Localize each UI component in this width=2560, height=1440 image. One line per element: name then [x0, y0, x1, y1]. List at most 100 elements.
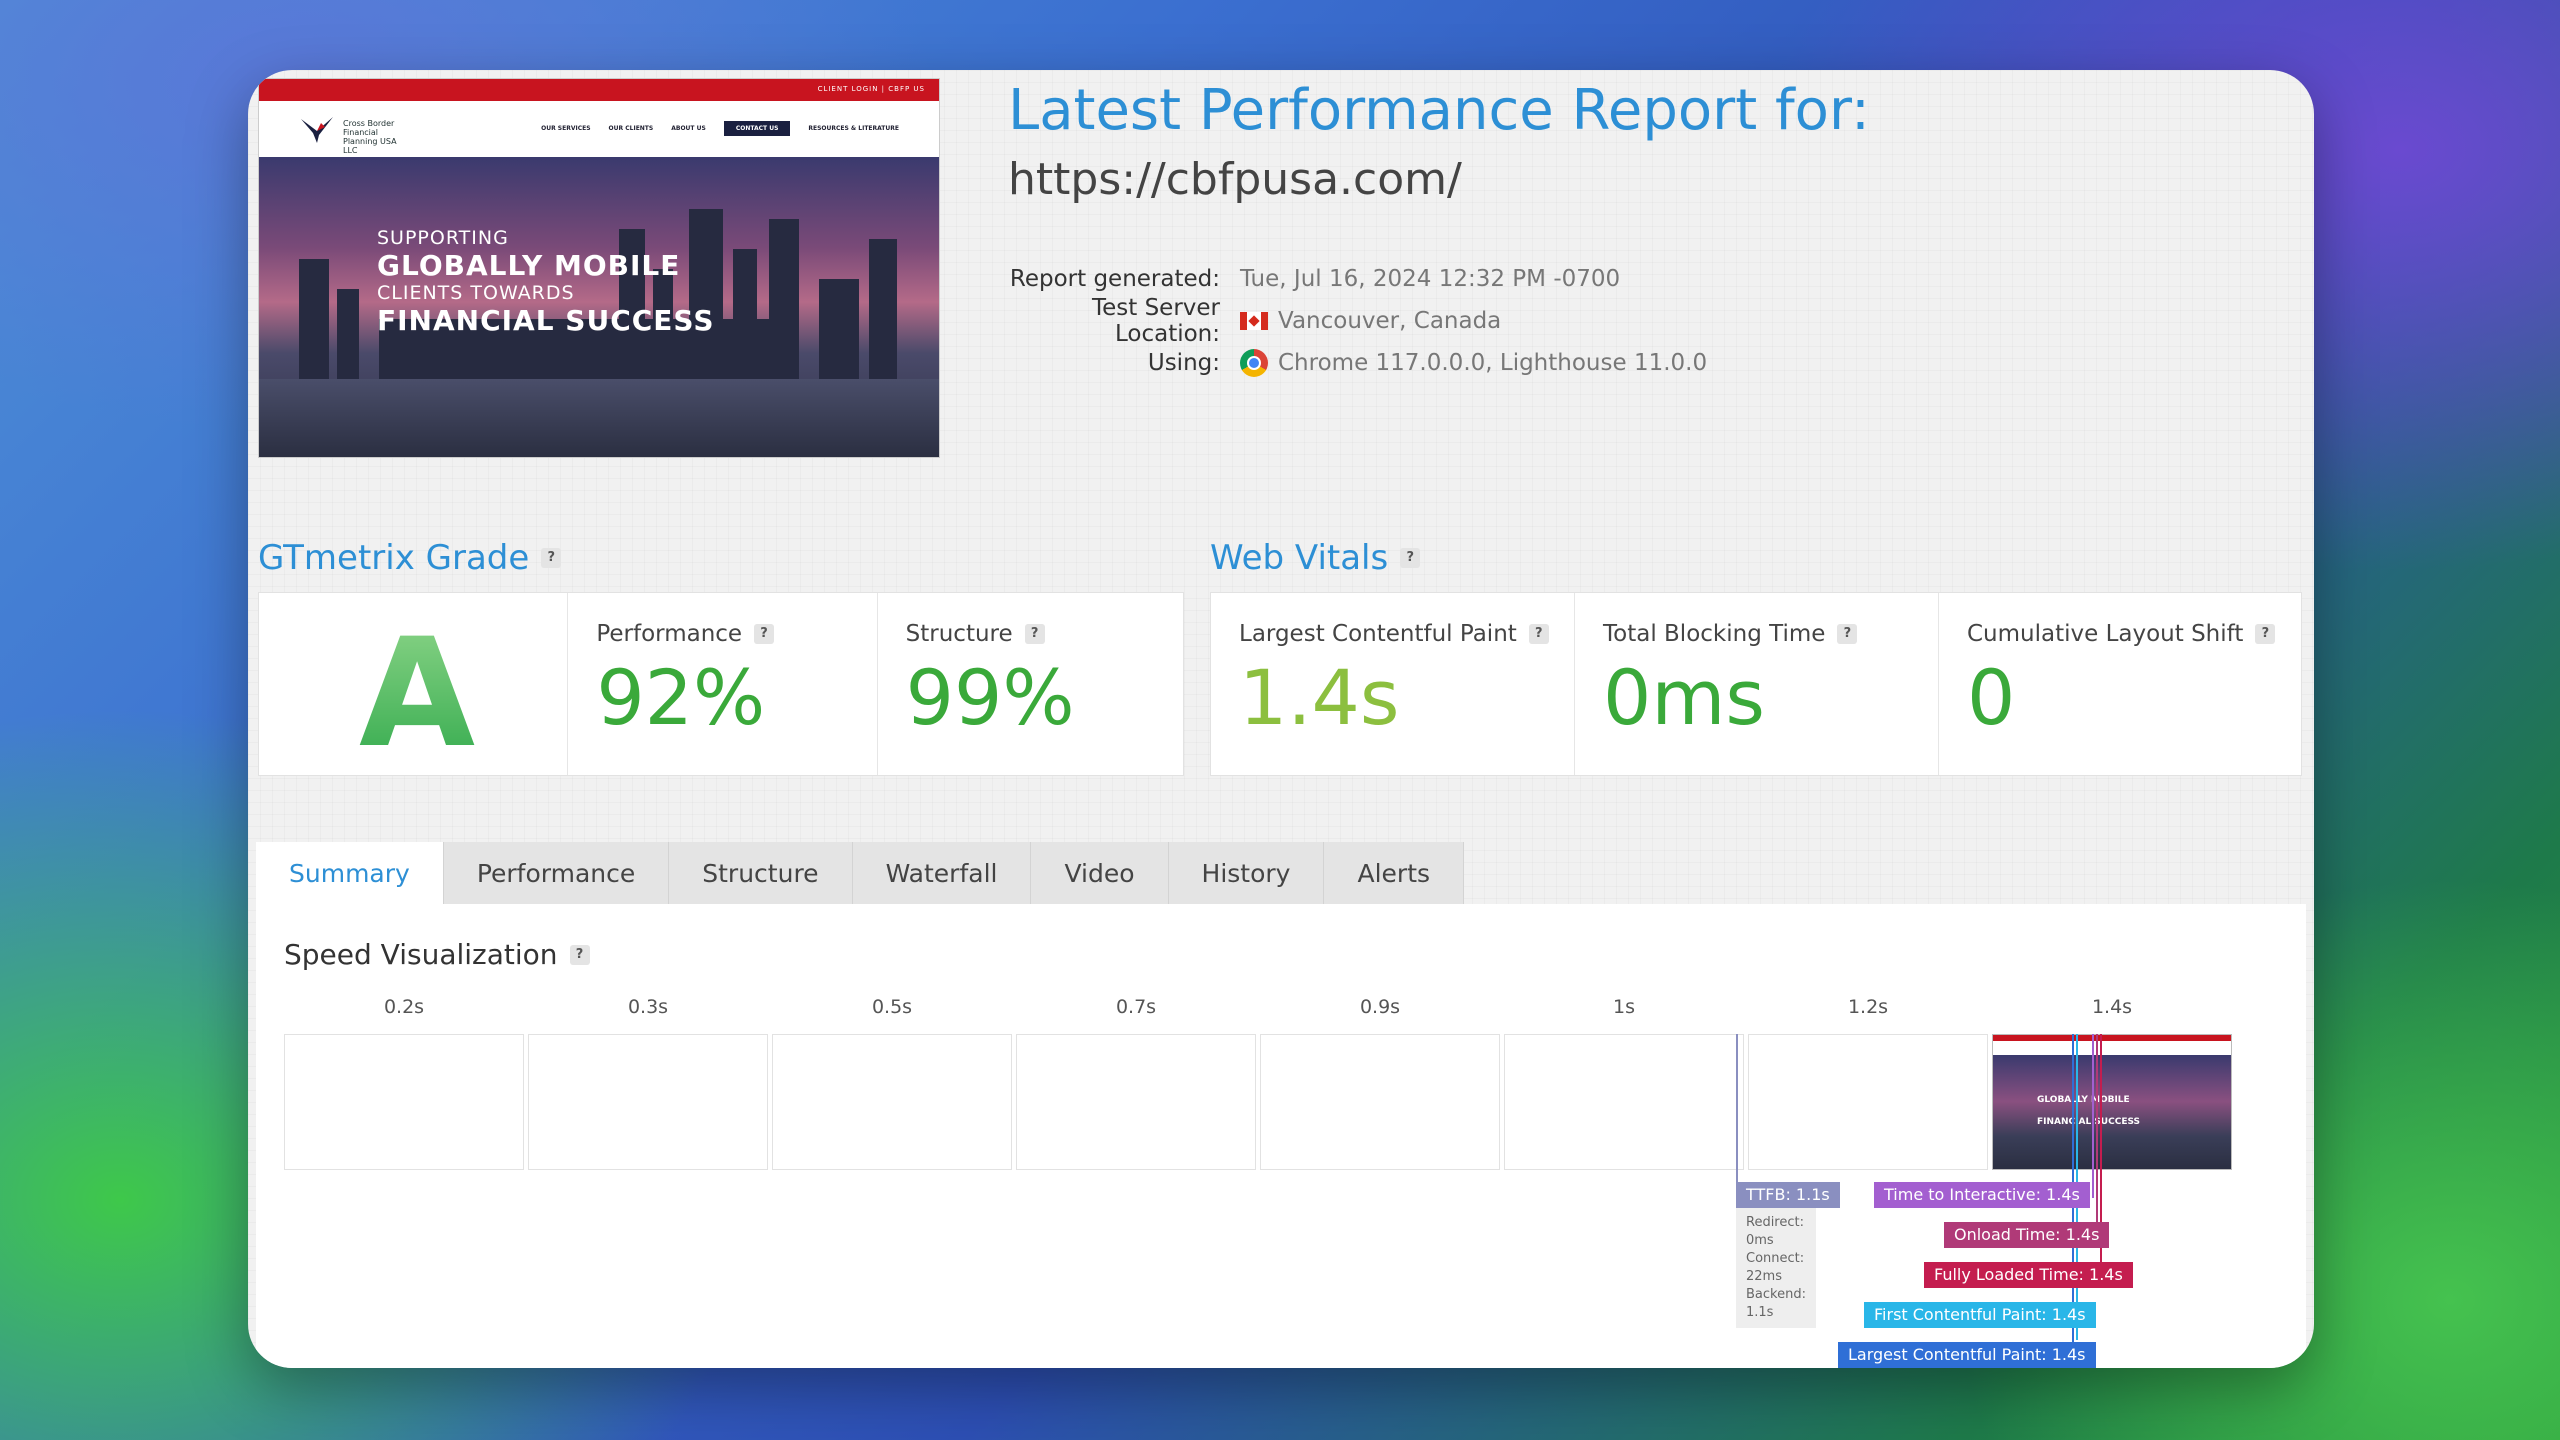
tab-history[interactable]: History [1168, 842, 1325, 904]
thumbnail-menu-item: OUR CLIENTS [608, 125, 654, 132]
tab-alerts[interactable]: Alerts [1324, 842, 1465, 904]
filmstrip-frame[interactable] [528, 1034, 768, 1170]
tab-performance[interactable]: Performance [443, 842, 670, 904]
thumbnail-menu-item: ABOUT US [671, 125, 706, 132]
fcp-marker[interactable]: First Contentful Paint: 1.4s [1864, 1302, 2096, 1328]
ttfb-line [1736, 1034, 1738, 1262]
filmstrip-frame[interactable] [1504, 1034, 1744, 1170]
headline-line: FINANCIAL SUCCESS [377, 304, 715, 337]
tab-waterfall[interactable]: Waterfall [852, 842, 1032, 904]
tbt-value: 0ms [1603, 653, 1765, 742]
ttfb-marker[interactable]: TTFB: 1.1s [1736, 1182, 1840, 1208]
performance-label: Performance [596, 621, 743, 647]
lcp-cell: Largest Contentful Paint ? 1.4s [1211, 593, 1575, 775]
fully-loaded-marker[interactable]: Fully Loaded Time: 1.4s [1924, 1262, 2133, 1288]
chrome-icon [1240, 349, 1268, 377]
thumbnail-hero-image: SUPPORTING GLOBALLY MOBILE CLIENTS TOWAR… [259, 157, 939, 457]
tbt-label: Total Blocking Time [1603, 621, 1826, 647]
lcp-marker[interactable]: Largest Contentful Paint: 1.4s [1838, 1342, 2096, 1368]
cls-label: Cumulative Layout Shift [1967, 621, 2244, 647]
structure-label: Structure [905, 621, 1013, 647]
thumbnail-menu-item: CONTACT US [723, 121, 791, 136]
ttfb-detail-line: Redirect: 0ms [1746, 1215, 1804, 1248]
help-icon[interactable]: ? [1837, 624, 1858, 644]
performance-value: 92% [596, 653, 766, 742]
cls-value: 0 [1967, 653, 2016, 742]
frame-time-label: 0.2s [383, 996, 425, 1018]
gtmetrix-grade-title: GTmetrix Grade [258, 538, 530, 578]
filmstrip-frame[interactable] [1260, 1034, 1500, 1170]
help-icon[interactable]: ? [754, 624, 775, 644]
ttfb-detail-line: Backend: 1.1s [1746, 1287, 1806, 1320]
canada-flag-icon [1240, 312, 1268, 330]
frame-time-label: 1.4s [2091, 996, 2133, 1018]
lcp-label: Largest Contentful Paint [1239, 621, 1517, 647]
performance-score-cell: Performance ? 92% [568, 593, 878, 775]
filmstrip-frame-loaded[interactable]: GLOBALLY MOBILE FINANCIAL SUCCESS [1992, 1034, 2232, 1170]
onload-marker[interactable]: Onload Time: 1.4s [1944, 1222, 2110, 1248]
tab-video[interactable]: Video [1031, 842, 1169, 904]
onload-line [2096, 1034, 2098, 1238]
report-title: Latest Performance Report for: [1008, 78, 1870, 143]
web-vitals-heading: Web Vitals ? [1210, 538, 1421, 578]
thumbnail-menu: OUR SERVICES OUR CLIENTS ABOUT US CONTAC… [541, 121, 899, 136]
structure-score-cell: Structure ? 99% [878, 593, 1183, 775]
cls-cell: Cumulative Layout Shift ? 0 [1939, 593, 2301, 775]
thumbnail-menu-item: OUR SERVICES [541, 125, 591, 132]
filmstrip-frame[interactable] [284, 1034, 524, 1170]
tbt-cell: Total Blocking Time ? 0ms [1575, 593, 1939, 775]
mini-headline: FINANCIAL SUCCESS [2037, 1117, 2141, 1127]
cls-label-row: Cumulative Layout Shift ? [1967, 621, 2276, 647]
report-meta: Report generated: Tue, Jul 16, 2024 12:3… [1008, 258, 1707, 384]
headline-line: SUPPORTING [377, 227, 509, 249]
lcp-value: 1.4s [1239, 653, 1400, 742]
gtmetrix-grade-heading: GTmetrix Grade ? [258, 538, 562, 578]
meta-label: Test Server Location: [1091, 295, 1220, 347]
tti-marker[interactable]: Time to Interactive: 1.4s [1874, 1182, 2090, 1208]
help-icon[interactable]: ? [1024, 624, 1045, 644]
frame-time-label: 0.7s [1115, 996, 1157, 1018]
web-vitals-panel: Largest Contentful Paint ? 1.4s Total Bl… [1210, 592, 2302, 776]
help-icon[interactable]: ? [2255, 624, 2276, 644]
help-icon[interactable]: ? [541, 548, 562, 568]
speed-visualization-title: Speed Visualization [284, 938, 558, 971]
filmstrip-frame[interactable] [1016, 1034, 1256, 1170]
server-location-value: Vancouver, Canada [1278, 308, 1502, 334]
tab-summary[interactable]: Summary [256, 842, 444, 904]
help-icon[interactable]: ? [569, 944, 590, 965]
meta-value: Vancouver, Canada [1240, 308, 1501, 334]
help-icon[interactable]: ? [1528, 624, 1549, 644]
frame-time-label: 1.2s [1847, 996, 1889, 1018]
grade-panel: A Performance ? 92% Structure ? 99% [258, 592, 1184, 781]
grade-letter: A [359, 607, 476, 781]
report-tabs: Summary Performance Structure Waterfall … [256, 842, 1465, 904]
help-icon[interactable]: ? [1400, 548, 1421, 568]
web-vitals-title: Web Vitals [1210, 538, 1389, 578]
meta-row-generated: Report generated: Tue, Jul 16, 2024 12:3… [1008, 258, 1707, 300]
headline-line: GLOBALLY MOBILE [377, 249, 681, 282]
page-screenshot-thumbnail[interactable]: CLIENT LOGIN | CBFP US Cross Border Fina… [258, 78, 940, 458]
eagle-logo-icon [301, 117, 333, 143]
fully-loaded-line [2100, 1034, 2102, 1278]
meta-row-using: Using: Chrome 117.0.0.0, Lighthouse 11.0… [1008, 342, 1707, 384]
thumbnail-headline: SUPPORTING GLOBALLY MOBILE CLIENTS TOWAR… [377, 227, 715, 337]
thumbnail-river [259, 379, 939, 457]
lcp-label-row: Largest Contentful Paint ? [1239, 621, 1549, 647]
frame-time-label: 1s [1613, 996, 1635, 1018]
frame-time-label: 0.3s [627, 996, 669, 1018]
browser-value: Chrome 117.0.0.0, Lighthouse 11.0.0 [1278, 350, 1708, 376]
filmstrip-frame[interactable] [772, 1034, 1012, 1170]
meta-label: Using: [1147, 350, 1220, 376]
ttfb-details: Redirect: 0ms Connect: 22ms Backend: 1.1… [1736, 1208, 1816, 1328]
tab-structure[interactable]: Structure [669, 842, 853, 904]
report-generated-value: Tue, Jul 16, 2024 12:32 PM -0700 [1240, 266, 1621, 292]
filmstrip-frame-hero: GLOBALLY MOBILE FINANCIAL SUCCESS [1993, 1055, 2231, 1169]
tti-line [2092, 1034, 2094, 1198]
summary-panel: Speed Visualization ? 0.2s 0.3s 0.5s 0.7… [256, 904, 2306, 1368]
report-url[interactable]: https://cbfpusa.com/ [1008, 154, 1462, 205]
filmstrip-frame[interactable] [1748, 1034, 1988, 1170]
performance-label-row: Performance ? [596, 621, 775, 647]
thumbnail-menu-item: RESOURCES & LITERATURE [808, 125, 899, 132]
thumbnail-logo-text: Cross Border Financial Planning USA LLC [343, 119, 397, 155]
thumbnail-topbar: CLIENT LOGIN | CBFP US [259, 79, 939, 101]
